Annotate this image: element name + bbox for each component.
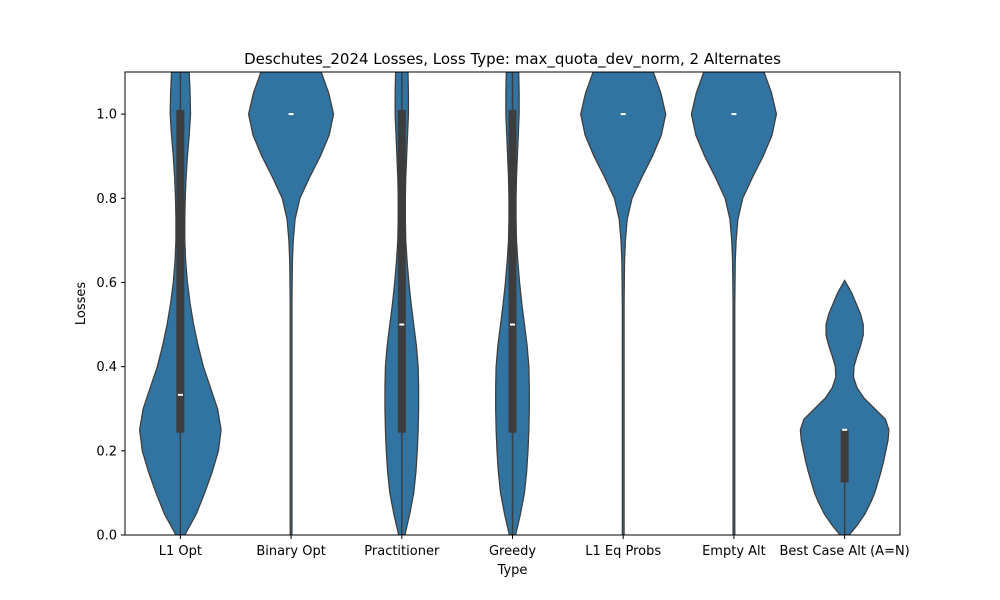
iqr-box-2 bbox=[397, 109, 406, 433]
x-tick-label: L1 Opt bbox=[159, 544, 202, 559]
violin-l1-eq-probs bbox=[580, 72, 667, 535]
y-tick-label: 0.6 bbox=[96, 276, 117, 291]
y-tick-label: 0.2 bbox=[96, 444, 117, 459]
x-axis-label: Type bbox=[497, 563, 528, 578]
y-axis-ticks: 0.0 0.2 0.4 0.6 0.8 1.0 bbox=[96, 108, 125, 544]
iqr-box-3 bbox=[508, 109, 517, 433]
y-tick-label: 0.0 bbox=[96, 529, 117, 544]
iqr-box-0 bbox=[176, 109, 185, 433]
y-tick-label: 1.0 bbox=[96, 108, 117, 123]
x-tick-label: Best Case Alt (A=N) bbox=[780, 544, 910, 559]
x-axis-ticks: L1 Opt Binary Opt Practitioner Greedy L1 Eq … bbox=[159, 535, 910, 559]
chart-title: Deschutes_2024 Losses, Loss Type: max_qu… bbox=[244, 50, 781, 69]
violins-layer bbox=[138, 72, 890, 535]
x-tick-label: Empty Alt bbox=[702, 544, 766, 559]
plot-area-frame bbox=[124, 71, 901, 536]
x-tick-label: Practitioner bbox=[364, 544, 440, 559]
y-tick-label: 0.4 bbox=[96, 360, 117, 375]
x-tick-label: L1 Eq Probs bbox=[585, 544, 661, 559]
x-tick-label: Binary Opt bbox=[256, 544, 326, 559]
x-tick-label: Greedy bbox=[489, 544, 536, 559]
violin-binary-opt bbox=[247, 72, 335, 535]
y-axis-label: Losses bbox=[74, 282, 89, 326]
violin-best-case-alt-a-n- bbox=[799, 279, 890, 535]
violin-empty-alt bbox=[690, 72, 778, 535]
y-tick-label: 0.8 bbox=[96, 192, 117, 207]
iqr-box-6 bbox=[840, 429, 849, 483]
